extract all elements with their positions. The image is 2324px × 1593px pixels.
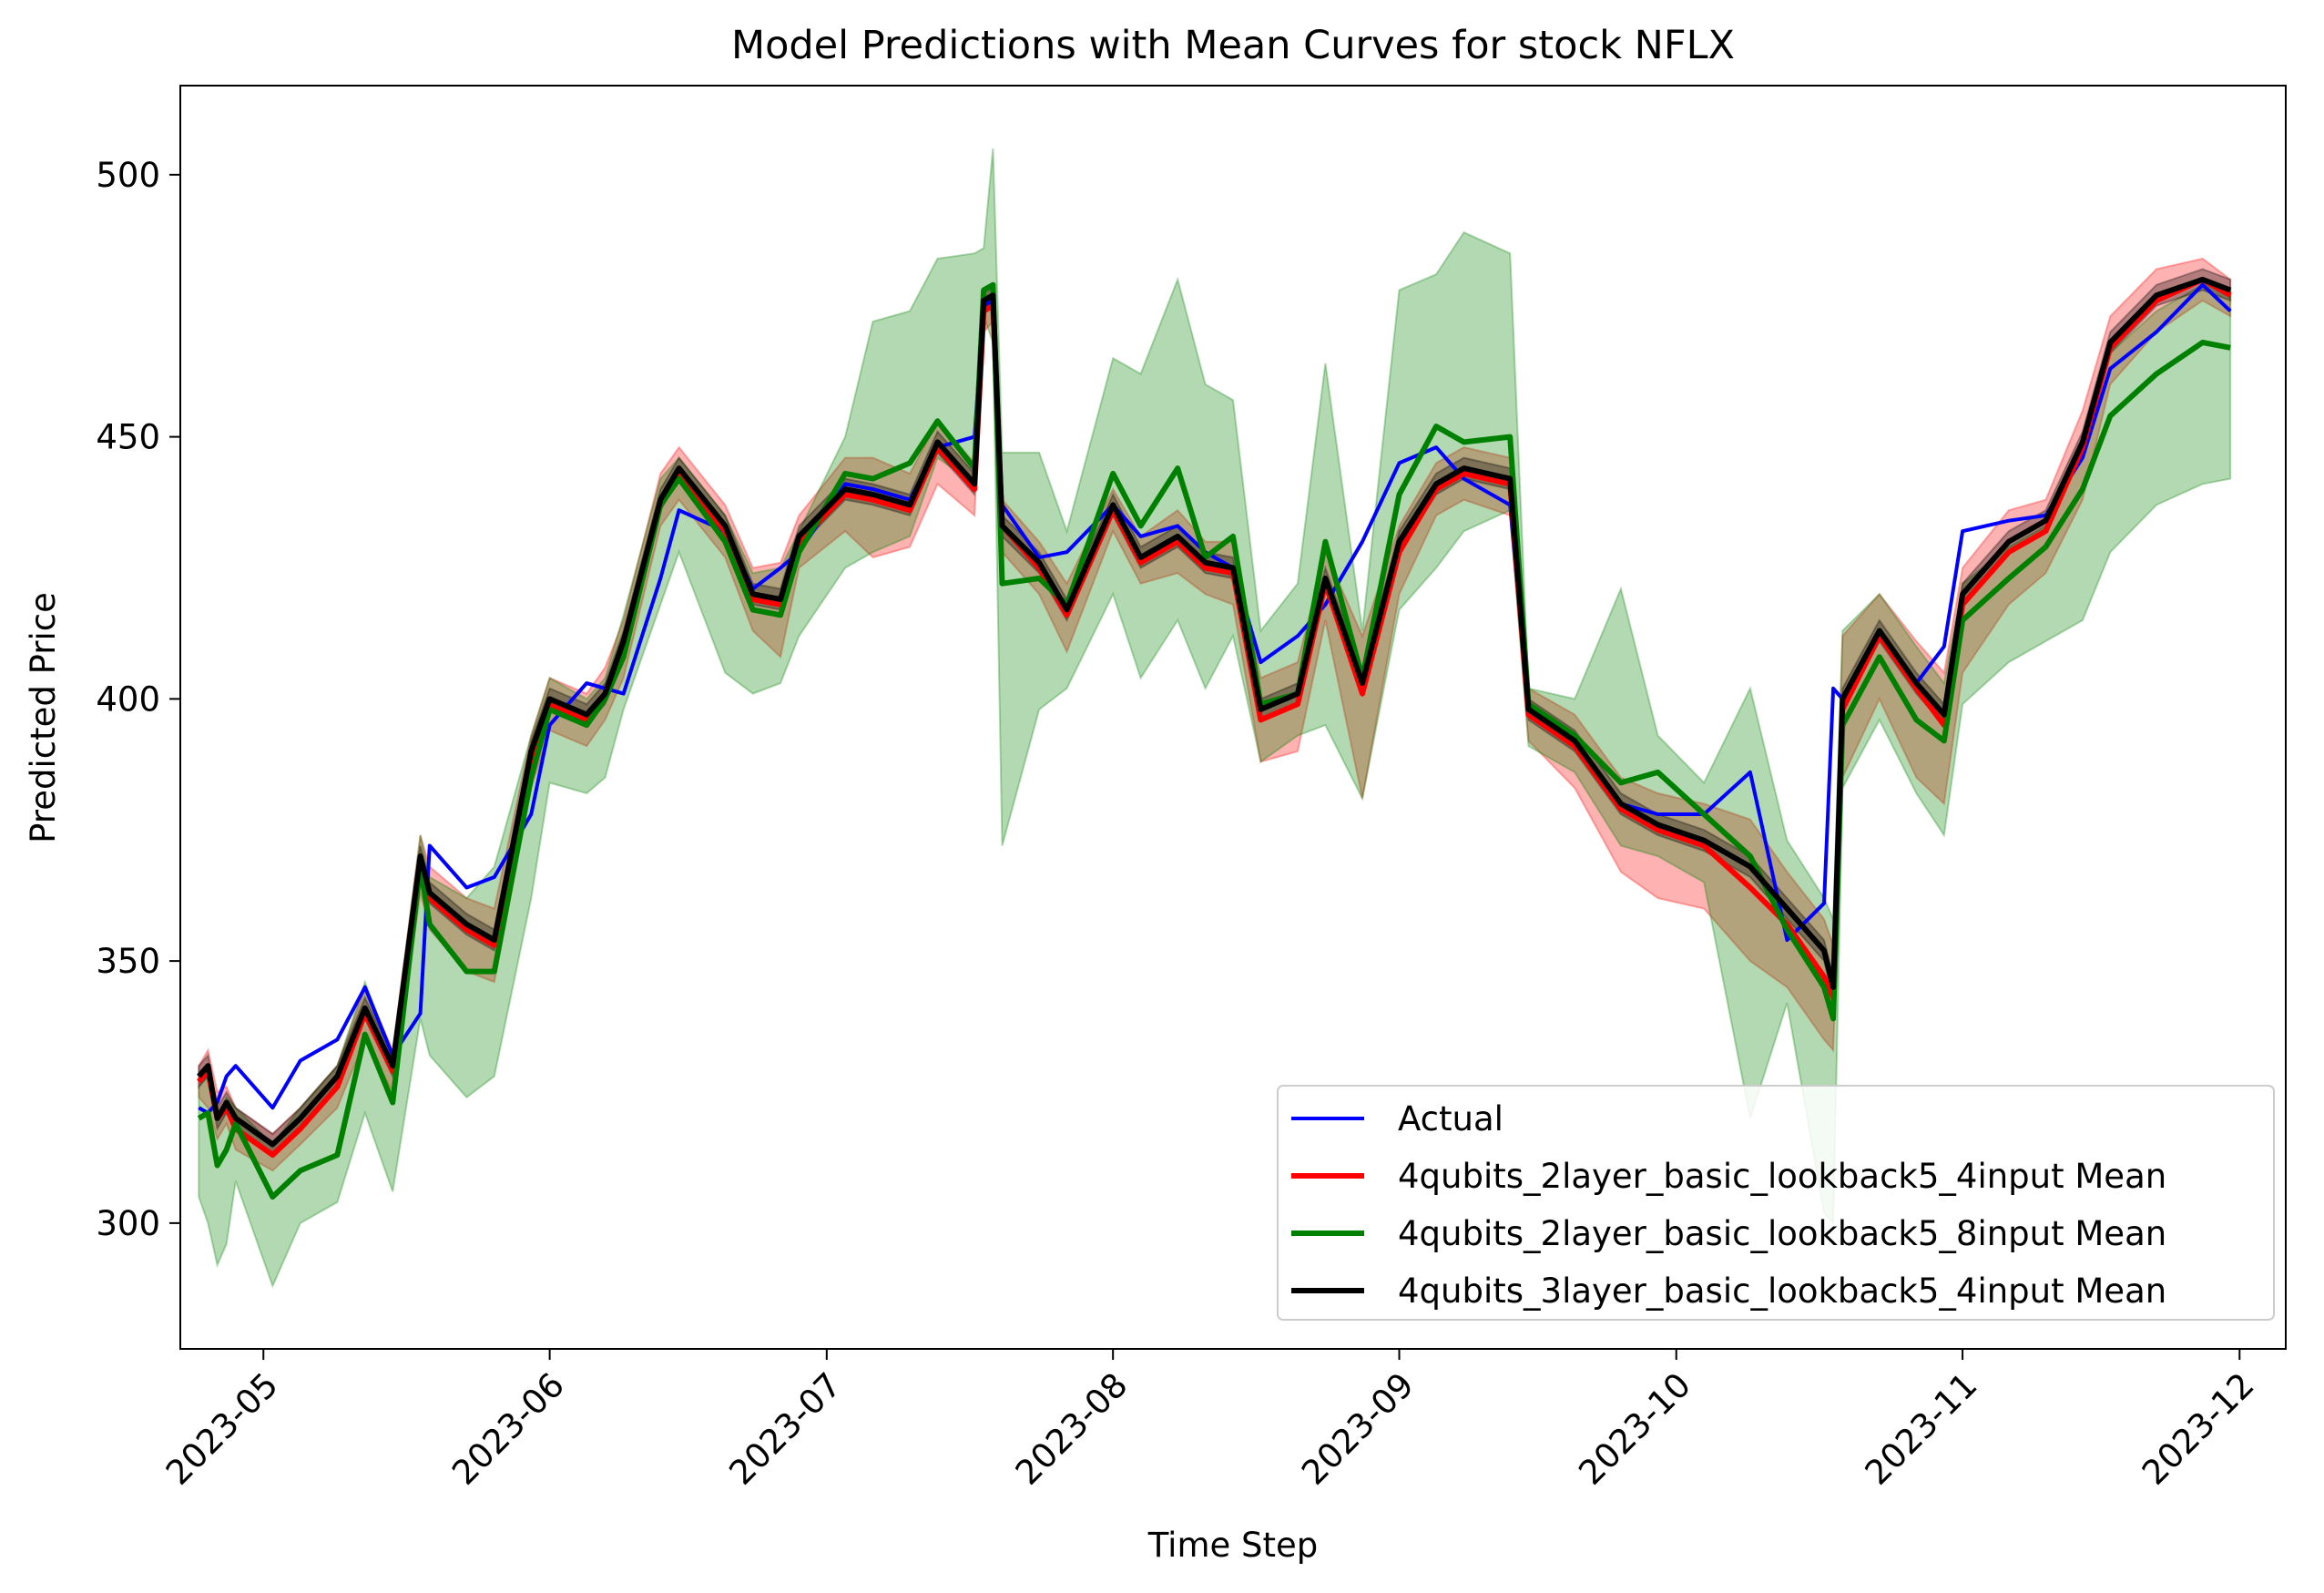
x-axis-label: Time Step [1147,1526,1319,1565]
legend: Actual 4qubits_2layer_basic_lookback5_4i… [1277,1085,2275,1321]
legend-label-actual: Actual [1398,1099,1503,1139]
series-lines [197,276,2232,1200]
chart-title: Model Predictions with Mean Curves for s… [731,23,1735,68]
y-tick-label: 450 [96,418,160,457]
legend-box [1277,1085,2275,1321]
y-tick-label: 300 [96,1204,160,1243]
band-2layer-4input [198,257,2232,1172]
legend-label-2layer-8input: 4qubits_2layer_basic_lookback5_8input Me… [1398,1214,2166,1253]
series-line-actual [198,282,2232,1115]
legend-entry-3layer-4input: 4qubits_3layer_basic_lookback5_4input Me… [1291,1271,2166,1311]
y-tick-label: 400 [96,679,160,719]
series-line-3layer-4input [197,276,2232,1148]
legend-entry-2layer-4input: 4qubits_2layer_basic_lookback5_4input Me… [1291,1157,2166,1196]
y-axis-label: Predicted Price [24,592,63,843]
y-tick-label: 350 [96,942,160,981]
legend-label-3layer-4input: 4qubits_3layer_basic_lookback5_4input Me… [1398,1271,2166,1311]
y-tick-label: 500 [96,156,160,195]
legend-label-2layer-4input: 4qubits_2layer_basic_lookback5_4input Me… [1398,1157,2166,1196]
plot-area [179,85,2287,1350]
legend-entry-2layer-8input: 4qubits_2layer_basic_lookback5_8input Me… [1291,1214,2166,1253]
y-axis: 300 350 400 450 500 [96,156,180,1243]
legend-entry-actual: Actual [1291,1099,1503,1139]
